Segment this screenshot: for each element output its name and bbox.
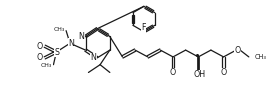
Text: O: O — [170, 68, 176, 77]
Text: O: O — [221, 68, 227, 77]
Text: OH: OH — [193, 70, 205, 79]
Text: O: O — [234, 46, 240, 55]
Text: CH₃: CH₃ — [255, 54, 267, 60]
Text: CH₃: CH₃ — [54, 27, 65, 32]
Text: O: O — [37, 53, 43, 62]
Text: S: S — [55, 48, 60, 56]
Text: F: F — [142, 23, 146, 32]
Text: CH₃: CH₃ — [41, 63, 53, 68]
Text: N: N — [90, 53, 96, 62]
Text: N: N — [79, 32, 85, 41]
Text: O: O — [37, 42, 43, 51]
Text: N: N — [68, 39, 74, 48]
